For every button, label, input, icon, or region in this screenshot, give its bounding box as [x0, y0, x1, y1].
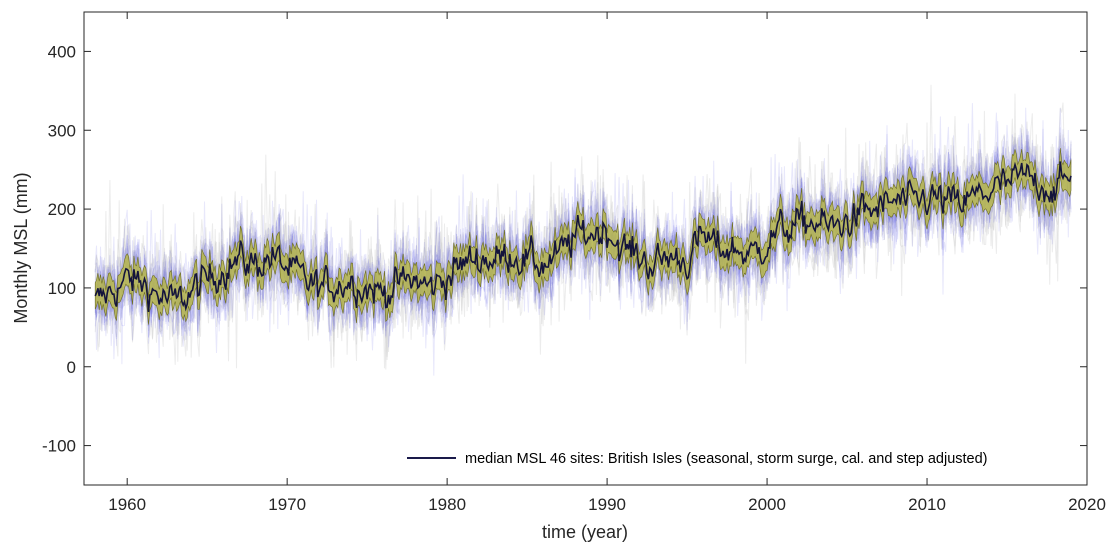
y-axis-title: Monthly MSL (mm) [11, 172, 31, 323]
x-axis-title: time (year) [542, 522, 628, 542]
other-site-line [94, 118, 1072, 347]
confidence-band-area [94, 148, 1072, 325]
legend: median MSL 46 sites: British Isles (seas… [407, 451, 988, 467]
x-tick-label: 2000 [748, 495, 786, 514]
median-line [94, 161, 1072, 312]
y-tick-label: 0 [67, 358, 76, 377]
x-axis-ticks: 1960 1970 1980 1990 2000 2010 2020 [108, 12, 1106, 514]
y-tick-label: 200 [48, 200, 76, 219]
site-line [94, 112, 1072, 346]
x-tick-label: 1990 [588, 495, 626, 514]
y-tick-label: 100 [48, 279, 76, 298]
x-tick-label: 2020 [1068, 495, 1106, 514]
x-tick-label: 1980 [428, 495, 466, 514]
plot-frame [83, 11, 1088, 486]
legend-entry-label: median MSL 46 sites: British Isles (seas… [465, 451, 988, 467]
x-tick-label: 1970 [268, 495, 306, 514]
y-tick-label: 300 [48, 121, 76, 140]
y-axis-ticks: -100 0 100 200 300 400 [42, 42, 1087, 456]
y-tick-label: -100 [42, 437, 76, 456]
y-tick-label: 400 [48, 42, 76, 61]
median-series-layer [94, 161, 1072, 312]
x-tick-label: 1960 [108, 495, 146, 514]
x-tick-label: 2010 [908, 495, 946, 514]
confidence-band [94, 148, 1072, 325]
